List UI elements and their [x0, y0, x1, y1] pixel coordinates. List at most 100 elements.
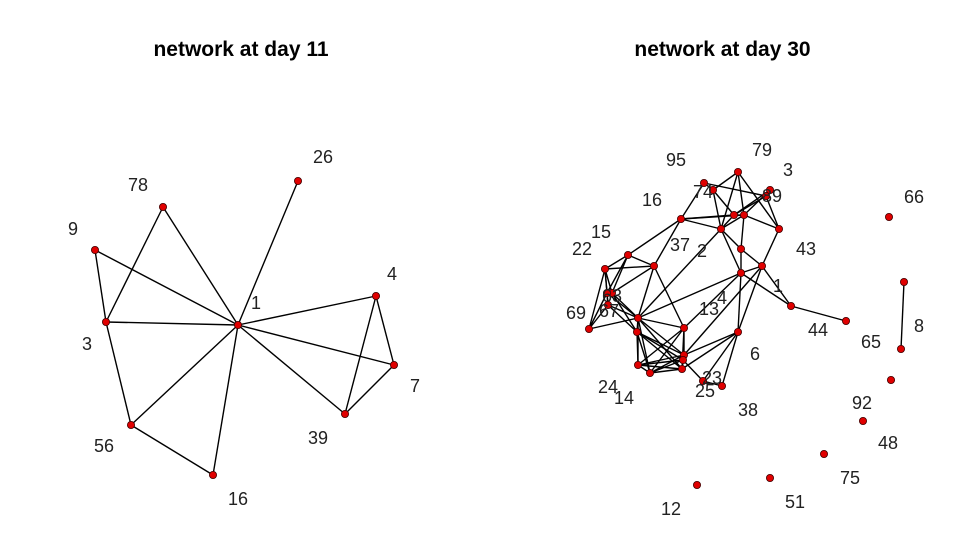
right-node-label-14: 14: [614, 388, 634, 408]
right-edge-67-69: [588, 304, 609, 330]
right-node-label-89: 89: [762, 186, 782, 206]
left-node-1: [233, 320, 242, 329]
right-edge-h6-6: [683, 331, 739, 356]
right-panel: network at day 30: [482, 0, 963, 548]
right-edge-h5-h6: [636, 331, 685, 356]
left-edge-1-9: [94, 249, 239, 326]
left-edge-1-7: [237, 324, 395, 366]
right-node-48: [820, 449, 829, 458]
right-node-label-38: 38: [738, 400, 758, 420]
left-edge-39-7: [344, 364, 395, 415]
left-edge-1-4: [237, 295, 377, 326]
left-edge-1-56: [130, 324, 239, 426]
right-edge-16-2: [680, 218, 722, 230]
right-node-h9: [737, 244, 746, 253]
right-node-38: [887, 375, 896, 384]
right-node-1: [758, 261, 767, 270]
right-node-label-51: 51: [785, 492, 805, 512]
right-node-51: [787, 301, 796, 310]
right-node-25: [718, 381, 727, 390]
right-edge-37-22: [604, 265, 655, 270]
left-node-label-9: 9: [68, 219, 78, 239]
right-edge-89-43: [765, 195, 780, 230]
right-node-22: [601, 264, 610, 273]
right-node-label-37: 37: [670, 235, 690, 255]
right-node-63: [603, 288, 612, 297]
right-node-92: [859, 416, 868, 425]
right-edge-6-h7: [681, 331, 739, 370]
right-node-4: [737, 268, 746, 277]
right-edge-1-h6: [683, 265, 763, 356]
left-node-26: [293, 176, 302, 185]
right-edge-74-79: [712, 171, 739, 191]
right-node-15: [624, 250, 633, 259]
left-edge-78-3: [105, 206, 164, 323]
right-edge-14-23: [649, 359, 684, 374]
right-node-label-6: 6: [750, 344, 760, 364]
right-node-label-8: 8: [914, 316, 924, 336]
right-edge-65-8: [900, 281, 905, 350]
right-network-edges: [588, 171, 905, 387]
right-node-43: [775, 224, 784, 233]
right-edge-h6-14: [649, 354, 685, 374]
right-panel-title: network at day 30: [634, 38, 811, 61]
right-edge-23-h8: [682, 359, 704, 382]
right-edge-79-2: [720, 171, 739, 230]
right-edge-2-h9: [720, 228, 742, 250]
right-node-label-75: 75: [840, 468, 860, 488]
right-node-h8: [699, 376, 708, 385]
right-node-label-95: 95: [666, 150, 686, 170]
right-edge-6-25: [721, 331, 739, 387]
right-edge-67-h5: [607, 304, 638, 333]
right-node-label-43: 43: [796, 239, 816, 259]
right-edge-37-13: [653, 265, 685, 329]
right-node-label-22: 22: [572, 239, 592, 259]
left-network-nodes: 1 3 4 7 9 16 26 39 56 78: [68, 147, 420, 509]
right-edge-15-37: [627, 254, 655, 267]
right-edge-h4-13: [637, 317, 685, 329]
right-edge-22-h3: [604, 268, 613, 294]
right-edge-1-51: [761, 265, 792, 307]
right-edge-43-1: [761, 228, 780, 267]
right-edge-51-44: [790, 305, 847, 322]
right-node-label-69: 69: [566, 303, 586, 323]
left-node-9: [91, 245, 100, 254]
right-node-label-74: 74: [693, 182, 713, 202]
left-node-7: [389, 360, 398, 369]
right-node-75: [693, 480, 702, 489]
right-node-89: [762, 191, 771, 200]
left-edge-1-26: [237, 180, 299, 326]
right-node-h7: [678, 364, 687, 373]
right-edge-15-22: [604, 254, 629, 270]
right-node-label-44: 44: [808, 320, 828, 340]
right-edge-67-h4: [607, 304, 639, 319]
right-edge-h3-h5: [611, 292, 638, 333]
right-edge-2-h4: [637, 228, 722, 319]
right-node-label-63: 63: [602, 286, 622, 306]
right-edge-89-h1: [733, 195, 767, 216]
right-node-label-3: 3: [783, 160, 793, 180]
right-edge-h5-23: [636, 331, 684, 361]
right-node-74: [709, 185, 718, 194]
right-node-79: [734, 167, 743, 176]
right-node-label-65: 65: [861, 332, 881, 352]
left-node-label-16: 16: [228, 489, 248, 509]
right-edge-74-2: [712, 189, 722, 230]
left-node-label-7: 7: [410, 376, 420, 396]
right-node-label-24: 24: [598, 377, 618, 397]
right-node-16: [677, 214, 686, 223]
left-edge-3-56: [105, 321, 132, 426]
right-edge-15-h3: [611, 254, 629, 294]
right-edge-h7-24: [637, 364, 683, 370]
right-node-label-13: 13: [699, 299, 719, 319]
left-node-16: [208, 470, 217, 479]
right-edge-h6-24: [637, 354, 685, 366]
right-edge-h2-h9: [740, 214, 745, 250]
right-node-h1: [730, 210, 739, 219]
left-node-label-78: 78: [128, 175, 148, 195]
left-node-56: [127, 420, 136, 429]
right-edge-h9-1: [740, 248, 763, 267]
right-node-h4: [634, 313, 643, 322]
right-node-label-23: 23: [702, 368, 722, 388]
